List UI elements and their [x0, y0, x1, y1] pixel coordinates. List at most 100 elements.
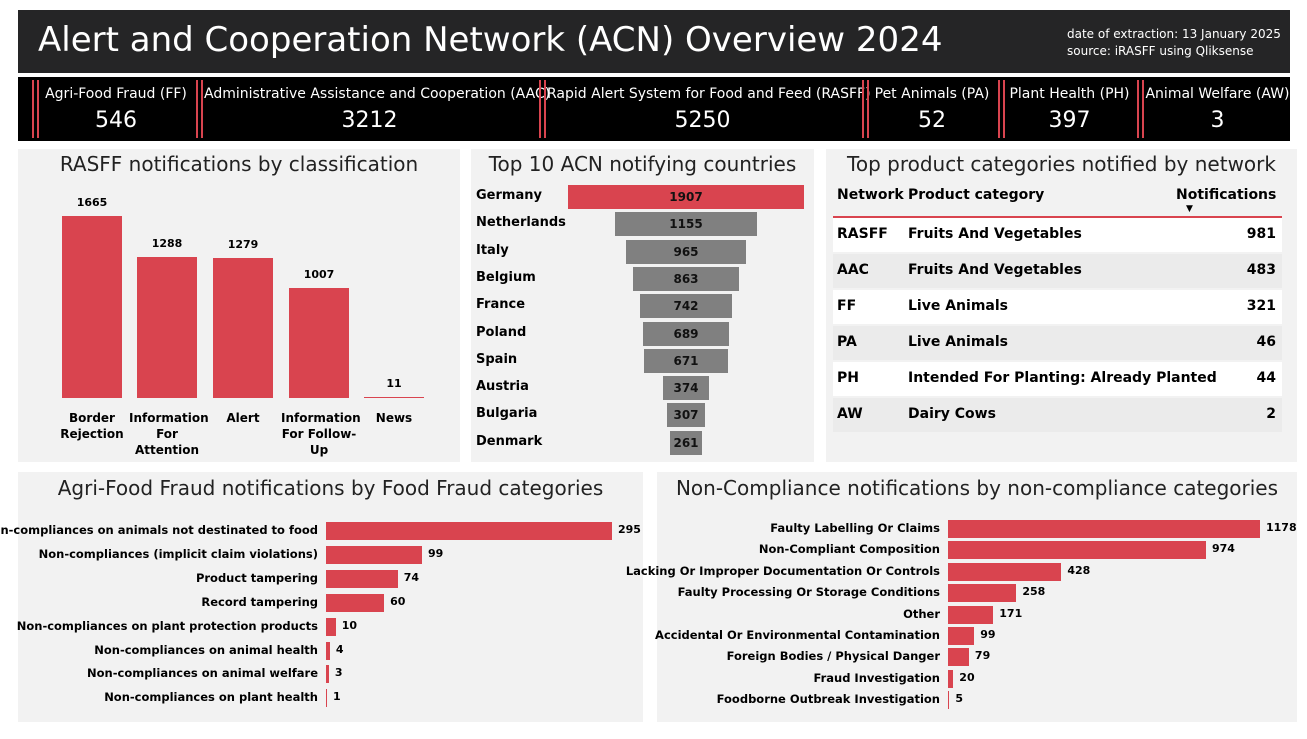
- funnel-bar: [667, 403, 705, 428]
- bar: [948, 520, 1260, 538]
- table-cell: 44: [1256, 370, 1276, 386]
- chart-title: Agri-Food Fraud notifications by Food Fr…: [57, 476, 604, 500]
- category-label: Non-compliances (implicit claim violatio…: [38, 546, 318, 561]
- data-label: 4: [335, 642, 344, 656]
- bar: [326, 545, 422, 564]
- category-label: Faulty Processing Or Storage Conditions: [677, 585, 940, 600]
- category-label: Other: [903, 606, 940, 621]
- table-cell: PA: [837, 334, 857, 350]
- kpi-border: [196, 80, 198, 138]
- data-label: 99: [980, 628, 996, 641]
- table-cell: AAC: [837, 262, 869, 278]
- kpi-border: [998, 80, 1000, 138]
- kpi-value: 3212: [341, 108, 398, 133]
- data-label: 1279: [227, 238, 259, 252]
- category-label: Austria: [476, 379, 529, 395]
- data-label: 3: [334, 666, 343, 680]
- category-label: Denmark: [476, 433, 543, 449]
- table-cell: 2: [1266, 406, 1276, 422]
- category-label: Product tampering: [195, 570, 318, 585]
- table-cell: RASFF: [837, 226, 888, 242]
- chart-title: RASFF notifications by classification: [59, 152, 419, 176]
- table-cell: Fruits And Vegetables: [908, 226, 1082, 242]
- category-label: Bulgaria: [476, 406, 538, 422]
- bar: [326, 689, 327, 708]
- x-tick-label: Information For Follow-Up: [281, 411, 361, 457]
- table-cell: Live Animals: [908, 298, 1008, 314]
- data-label: 5: [955, 692, 963, 706]
- table-cell: 321: [1246, 298, 1276, 314]
- bar: [948, 605, 994, 624]
- category-label: Non-compliances on plant health: [104, 690, 318, 705]
- table-cell: Dairy Cows: [908, 406, 996, 422]
- table-row: [833, 254, 1282, 288]
- sort-icon[interactable]: ▼: [1186, 204, 1193, 214]
- kpi-label: Plant Health (PH): [1009, 86, 1130, 102]
- table-cell: PH: [837, 370, 859, 386]
- bar: [948, 648, 969, 667]
- data-label: 1007: [303, 267, 335, 281]
- data-label: 74: [403, 570, 420, 584]
- table-row: [833, 398, 1282, 432]
- data-label: 79: [974, 649, 991, 663]
- x-tick-label: News: [375, 411, 413, 425]
- header-rule: [833, 216, 1282, 218]
- bar: [213, 258, 273, 398]
- table-cell: AW: [837, 406, 863, 422]
- kpi-value: 397: [1048, 108, 1091, 133]
- category-label: Italy: [476, 242, 509, 258]
- bar: [326, 665, 329, 684]
- x-tick-label: Border Rejection: [60, 411, 124, 441]
- kpi-border: [1137, 80, 1139, 138]
- data-label: 295: [618, 523, 641, 536]
- data-label: 60: [390, 594, 406, 608]
- category-label: Poland: [476, 324, 527, 340]
- data-label: 258: [1022, 585, 1046, 599]
- category-label: Non-compliances on plant protection prod…: [16, 618, 318, 633]
- data-label: 1907: [669, 190, 703, 204]
- bar: [948, 541, 1206, 560]
- category-label: Germany: [476, 188, 542, 203]
- funnel-bar: [669, 430, 703, 455]
- table-cell: 981: [1246, 226, 1276, 242]
- kpi-border: [32, 80, 34, 138]
- table-cell: Fruits And Vegetables: [908, 262, 1082, 278]
- funnel-bar: [626, 239, 746, 264]
- table-row: [833, 218, 1282, 252]
- data-label: 428: [1067, 563, 1091, 577]
- kpi-border: [539, 80, 541, 138]
- funnel-bar: [568, 185, 804, 209]
- category-label: Spain: [476, 351, 518, 367]
- bar: [289, 287, 349, 398]
- column-header: Notifications: [1176, 187, 1277, 203]
- category-label: Foreign Bodies / Physical Danger: [726, 649, 940, 664]
- funnel-bar: [644, 348, 728, 373]
- category-label: Accidental Or Environmental Contaminatio…: [655, 628, 940, 642]
- data-label: 99: [427, 546, 444, 560]
- data-label: 11: [386, 376, 402, 390]
- chart-title: Non-Compliance notifications by non-comp…: [675, 476, 1279, 500]
- data-label: 863: [673, 271, 699, 286]
- data-label: 20: [959, 670, 975, 684]
- chart-title: Top 10 ACN notifying countries: [488, 152, 797, 176]
- data-label: 261: [673, 435, 699, 450]
- table-cell: Intended For Planting: Already Planted: [908, 370, 1217, 386]
- kpi-label: Pet Animals (PA): [874, 86, 990, 102]
- bar: [326, 641, 330, 660]
- bar: [364, 396, 424, 398]
- bar: [326, 569, 398, 588]
- table-cell: FF: [837, 298, 857, 314]
- table-row: [833, 326, 1282, 360]
- table-row: [833, 362, 1282, 396]
- data-label: 1665: [76, 196, 108, 209]
- data-label: 742: [673, 299, 699, 314]
- table-row: [833, 290, 1282, 324]
- category-label: Lacking Or Improper Documentation Or Con…: [625, 563, 940, 578]
- kpi-value: 546: [95, 108, 137, 133]
- kpi-label: Animal Welfare (AW): [1145, 86, 1290, 102]
- data-label: 1155: [669, 217, 703, 232]
- table-cell: 46: [1256, 334, 1276, 350]
- data-label: 1288: [151, 237, 183, 251]
- table-cell: Live Animals: [908, 334, 1008, 350]
- data-label: 974: [1211, 542, 1235, 556]
